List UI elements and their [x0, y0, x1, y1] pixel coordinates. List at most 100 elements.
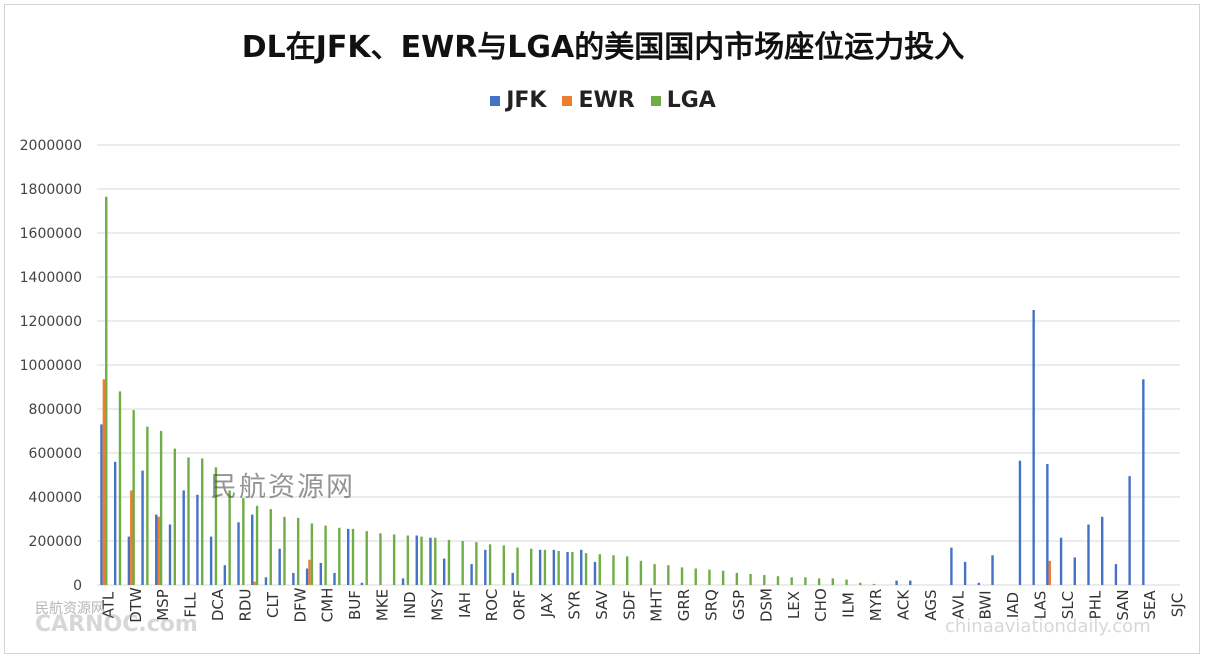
bar-jfk-msy	[429, 537, 432, 585]
x-tick-label: BUF	[346, 590, 364, 620]
x-tick-label: ATL	[99, 591, 117, 618]
x-tick-label: MSP	[154, 589, 172, 621]
bar-lga-bhm	[804, 577, 807, 585]
bar-jfk-ack	[895, 580, 898, 585]
y-tick-label: 1200000	[20, 314, 82, 330]
x-tick-label: ROC	[483, 589, 501, 622]
x-tick-label: MKE	[374, 589, 392, 621]
bar-lga-day	[749, 574, 752, 585]
bar-jfk-slc	[1059, 537, 1063, 585]
x-tick-label: DTW	[127, 587, 145, 623]
bar-lga-alb	[612, 555, 615, 585]
bar-lga-myr	[872, 583, 876, 585]
bar-lga-clt	[269, 509, 272, 585]
watermark-right: chinaaviationdaily.com	[945, 616, 1151, 637]
x-tick-label: PHL	[1086, 590, 1104, 619]
bar-ewr-dtw	[130, 490, 133, 585]
bar-lga-orf	[516, 547, 519, 585]
x-tick-label: SYR	[565, 590, 583, 619]
chart-legend: JFK EWR LGA	[0, 88, 1206, 113]
x-tick-label: SDF	[620, 590, 638, 620]
x-tick-label: JAX	[538, 593, 556, 619]
bar-lga-roc	[488, 544, 492, 585]
x-tick-label: IAD	[1004, 592, 1022, 618]
bar-lga-cle	[420, 536, 423, 585]
y-tick-label: 0	[73, 578, 82, 594]
bar-jfk-buf	[347, 528, 350, 585]
bar-jfk-mco	[168, 524, 172, 585]
legend-label-ewr: EWR	[578, 88, 635, 113]
bar-lga-ord	[146, 426, 149, 585]
bar-jfk-clt	[264, 577, 268, 585]
x-tick-label: AGS	[922, 589, 940, 620]
bar-lga-cho	[817, 578, 821, 585]
bar-jfk-syr	[566, 552, 569, 585]
y-tick-label: 600000	[29, 446, 82, 462]
bar-lga-grr	[680, 567, 684, 585]
legend-swatch-ewr	[562, 95, 573, 106]
bar-lga-srq	[708, 569, 711, 585]
x-tick-label: MHT	[648, 587, 666, 621]
legend-swatch-jfk	[490, 95, 501, 106]
bar-jfk-jax	[538, 549, 542, 585]
bar-lga-pwm	[584, 553, 588, 585]
bar-lga-gso	[776, 576, 780, 585]
x-tick-label: SAV	[593, 590, 611, 620]
x-tick-label: GSP	[730, 590, 748, 620]
bar-jfk-bos	[113, 461, 117, 585]
bar-ewr-mia	[253, 581, 256, 585]
bar-lga-sdf2	[392, 534, 396, 585]
watermark-brand: CARNOC.com	[35, 612, 198, 637]
bar-jfk-sju	[991, 555, 994, 585]
watermark-main: 民航资源网	[210, 472, 355, 503]
watermark-small: 民航资源网	[35, 601, 105, 617]
legend-swatch-lga	[650, 95, 661, 106]
bar-jfk-ind	[401, 578, 405, 585]
chart-border	[4, 4, 1200, 654]
bar-jfk-stt	[963, 561, 967, 585]
x-tick-label: ACK	[894, 589, 912, 620]
bar-jfk-pbi	[223, 565, 227, 585]
bar-lga-pit	[338, 527, 341, 585]
bar-lga-rdu	[242, 498, 245, 585]
bar-lga-msp	[159, 431, 163, 585]
bar-jfk-lax	[1018, 460, 1022, 585]
bar-ewr-bna	[308, 559, 311, 585]
bar-jfk-san	[1114, 564, 1118, 585]
bar-lga-eyw	[831, 578, 835, 585]
bar-lga-atl	[105, 196, 108, 585]
bar-jfk-rdu	[237, 522, 240, 585]
chart-title: DL在JFK、EWR与LGA的美国国内市场座位运力投入	[241, 30, 965, 65]
y-tick-label: 1800000	[20, 182, 82, 198]
x-tick-label: SJC	[1169, 593, 1187, 617]
bar-jfk-pwm	[580, 549, 583, 585]
x-tick-label: DCA	[209, 588, 227, 621]
bar-jfk-aus	[1073, 557, 1076, 585]
bar-jfk-dca	[209, 536, 213, 585]
bar-jfk-den	[1101, 516, 1104, 585]
bar-jfk-sav	[593, 561, 597, 585]
bar-lga-dtw	[132, 410, 135, 585]
x-tick-label: LAS	[1032, 591, 1050, 619]
x-tick-label: MYR	[867, 589, 885, 622]
bar-lga-cvg	[365, 531, 368, 585]
bar-lga-fll	[187, 457, 190, 585]
bar-lga-iah	[461, 541, 464, 585]
x-tick-label: RDU	[236, 589, 254, 622]
y-tick-label: 200000	[29, 534, 82, 550]
bar-lga-pvd	[639, 560, 643, 585]
legend-label-lga: LGA	[666, 88, 716, 113]
x-tick-label: DSM	[757, 588, 775, 622]
y-tick-label: 2000000	[20, 138, 82, 154]
bar-ewr-msp	[157, 516, 160, 585]
bar-jfk-msp	[155, 514, 158, 585]
bar-lga-sdf	[625, 556, 629, 585]
bar-lga-mem	[502, 545, 506, 585]
y-tick-label: 1400000	[20, 270, 82, 286]
bar-lga-lex	[790, 577, 793, 585]
bar-lga-gsp	[735, 572, 739, 585]
bar-jfk-bna	[305, 568, 309, 585]
bar-jfk-dtw	[127, 536, 131, 585]
x-tick-label: BWI	[977, 590, 995, 619]
bar-jfk-bwi	[977, 582, 981, 585]
